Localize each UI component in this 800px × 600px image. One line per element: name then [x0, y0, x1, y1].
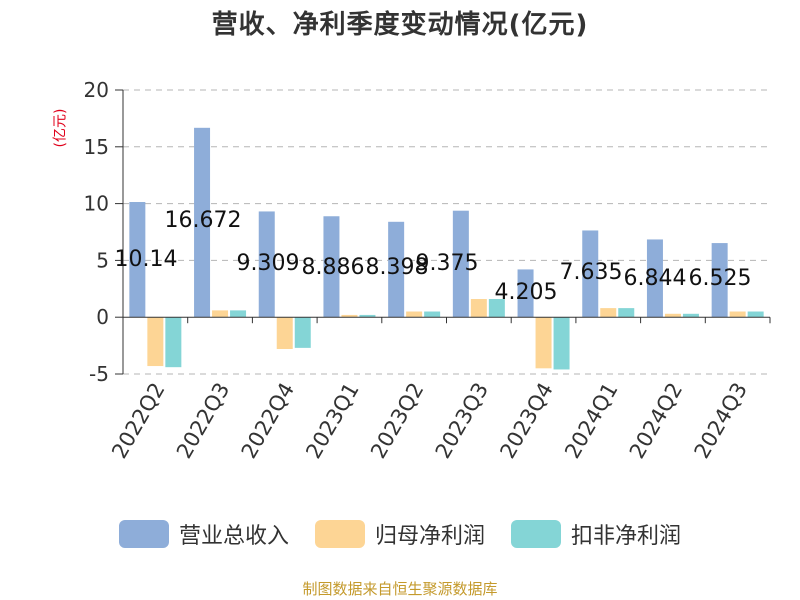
bar-revenue: [388, 221, 405, 318]
legend: 营业总收入 归母净利润 扣非净利润: [0, 518, 800, 550]
legend-item-deducted-profit[interactable]: 扣非净利润: [511, 518, 681, 550]
bar-deducted-profit: [747, 311, 764, 318]
x-tick-label: 2024Q2: [625, 379, 687, 463]
source-note: 制图数据来自恒生聚源数据库: [302, 580, 498, 598]
bar-deducted-profit: [165, 317, 182, 368]
data-label: 9.309: [237, 251, 300, 276]
bar-deducted-profit: [488, 299, 505, 318]
x-tick-label: 2023Q4: [495, 379, 557, 463]
y-tick-label: 0: [96, 305, 109, 329]
legend-swatch-deducted-profit: [511, 520, 561, 548]
legend-item-net-profit[interactable]: 归母净利润: [314, 518, 485, 550]
x-tick-label: 2022Q2: [107, 379, 169, 463]
bar-revenue: [517, 269, 534, 318]
legend-label-deducted-profit: 扣非净利润: [571, 524, 682, 549]
bar-deducted-profit: [230, 310, 247, 318]
bar-net-profit: [147, 317, 164, 367]
x-tick-label: 2024Q1: [560, 379, 622, 463]
data-label: 7.635: [560, 260, 623, 285]
bar-revenue: [129, 202, 146, 318]
legend-label-net-profit: 归母净利润: [374, 524, 485, 549]
bar-net-profit: [212, 310, 229, 318]
bar-net-profit: [729, 311, 746, 318]
bar-deducted-profit: [294, 317, 311, 348]
x-tick-label: 2023Q3: [431, 378, 493, 462]
data-label: 10.14: [115, 247, 178, 272]
bar-revenue: [711, 243, 728, 318]
y-tick-label: 20: [84, 78, 109, 102]
bar-deducted-profit: [553, 317, 570, 370]
bar-net-profit: [341, 314, 358, 318]
bar-deducted-profit: [424, 311, 441, 318]
data-label: 16.672: [165, 208, 242, 233]
legend-item-revenue[interactable]: 营业总收入: [118, 518, 289, 550]
x-tick-label: 2023Q1: [301, 379, 363, 463]
bar-net-profit: [535, 317, 552, 369]
data-label: 8.398: [366, 255, 429, 280]
x-tick-label: 2022Q3: [172, 379, 234, 463]
y-tick-label: -5: [89, 362, 109, 386]
data-label: 9.375: [416, 251, 479, 276]
bar-revenue: [452, 210, 469, 318]
x-tick-label: 2024Q3: [690, 379, 752, 463]
bar-revenue: [194, 127, 211, 318]
x-tick-label: 2022Q4: [237, 379, 299, 463]
legend-swatch-revenue: [118, 520, 169, 548]
data-label: 6.844: [624, 266, 687, 291]
bar-deducted-profit: [618, 308, 635, 318]
y-tick-label: 15: [84, 135, 109, 159]
bar-deducted-profit: [359, 314, 376, 318]
chart-title: 营收、净利季度变动情况(亿元): [211, 10, 589, 40]
data-label: 6.525: [689, 266, 752, 291]
bar-net-profit: [276, 317, 293, 350]
bar-revenue: [646, 239, 663, 318]
legend-label-revenue: 营业总收入: [178, 524, 289, 549]
bar-net-profit: [406, 311, 423, 318]
x-tick-label: 2023Q2: [366, 379, 428, 463]
bar-net-profit: [664, 313, 681, 318]
y-tick-label: 5: [96, 248, 109, 272]
legend-swatch-net-profit: [314, 520, 365, 548]
y-tick-label: 10: [84, 192, 109, 216]
bar-net-profit: [600, 308, 617, 318]
bar-revenue: [323, 216, 340, 318]
bar-revenue: [258, 211, 275, 318]
bar-revenue: [582, 230, 599, 318]
bar-deducted-profit: [682, 313, 699, 318]
data-label: 4.205: [495, 280, 558, 305]
bar-net-profit: [470, 299, 487, 318]
data-label: 8.886: [302, 255, 365, 280]
